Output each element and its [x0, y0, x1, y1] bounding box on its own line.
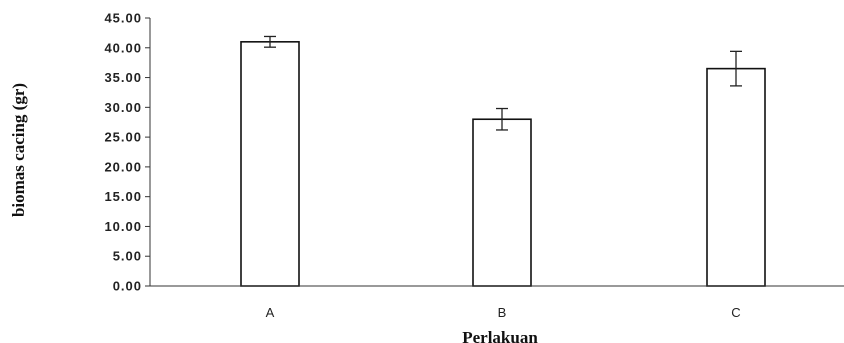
x-axis-title: Perlakuan	[462, 328, 538, 343]
y-tick-label: 35.00	[104, 70, 142, 85]
y-tick-label: 30.00	[104, 100, 142, 115]
error-bars	[264, 35, 742, 131]
y-tick-label: 40.00	[104, 40, 142, 55]
y-axis-title: biomas cacing (gr)	[9, 83, 28, 217]
x-tick-label-a: A	[266, 305, 275, 320]
y-tick-label: 45.00	[104, 11, 142, 26]
x-tick-label-c: C	[731, 305, 740, 320]
y-axis-ticks: 0.00 5.00 10.00 15.00 20.00 25.00 30.00 35.00 40…	[104, 11, 150, 294]
y-tick-label: 20.00	[104, 159, 142, 174]
bar-c	[706, 67, 766, 287]
y-tick-label: 10.00	[104, 219, 142, 234]
bar-a	[240, 41, 300, 287]
y-tick-label: 5.00	[113, 249, 142, 264]
y-tick-label: 25.00	[104, 130, 142, 145]
bar-b	[472, 118, 532, 287]
x-tick-label-b: B	[498, 305, 507, 320]
x-axis-labels: A B C	[266, 305, 741, 320]
bars	[240, 41, 766, 287]
y-tick-label: 15.00	[104, 189, 142, 204]
y-tick-label: 0.00	[113, 279, 142, 294]
